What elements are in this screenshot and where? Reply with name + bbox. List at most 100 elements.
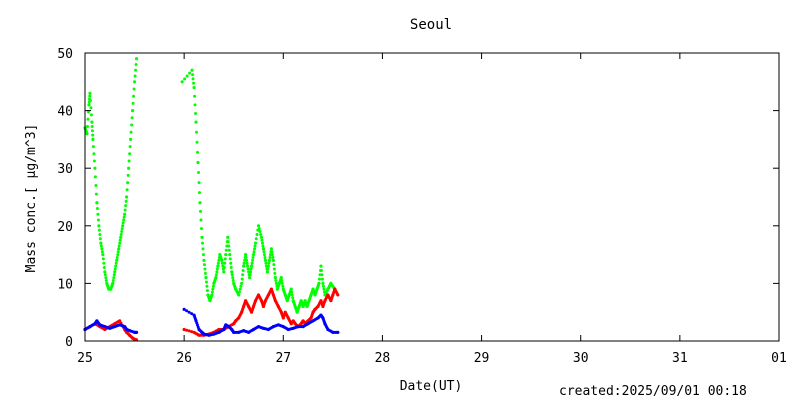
data-point <box>122 215 126 219</box>
data-point <box>198 191 202 195</box>
data-point <box>112 276 116 280</box>
data-point <box>123 212 127 216</box>
data-point <box>127 159 131 163</box>
data-point <box>229 261 233 265</box>
data-point <box>251 258 255 262</box>
data-point <box>99 244 103 248</box>
data-point <box>124 204 128 208</box>
data-point <box>264 261 268 265</box>
series-1 <box>83 287 340 342</box>
data-point <box>85 124 89 128</box>
data-point <box>272 263 276 267</box>
data-point <box>258 230 262 234</box>
data-point <box>97 224 101 228</box>
data-point <box>196 160 200 165</box>
data-point <box>259 232 263 236</box>
data-point <box>317 281 321 285</box>
data-point <box>336 293 340 297</box>
data-point <box>199 227 203 231</box>
data-point <box>252 250 256 254</box>
data-point <box>119 232 123 236</box>
data-point <box>203 267 207 271</box>
data-point <box>220 258 224 262</box>
data-point <box>216 261 220 265</box>
data-point <box>103 273 107 277</box>
data-point <box>274 279 278 283</box>
data-point <box>96 212 100 216</box>
data-point <box>270 253 274 257</box>
data-point <box>133 74 137 78</box>
data-point <box>239 284 243 288</box>
data-point <box>111 279 115 283</box>
data-point <box>263 258 268 262</box>
x-tick-label: 31 <box>672 351 688 366</box>
data-point <box>242 264 246 268</box>
data-point <box>245 264 250 268</box>
data-point <box>319 264 323 268</box>
data-point <box>210 290 214 294</box>
data-point <box>116 250 120 254</box>
data-point <box>230 270 234 274</box>
data-point <box>215 267 219 271</box>
data-point <box>86 117 90 121</box>
data-point <box>97 228 101 232</box>
data-point <box>132 94 136 98</box>
data-point <box>259 235 264 239</box>
data-point <box>241 268 245 272</box>
data-point <box>220 261 224 265</box>
data-point <box>115 255 119 259</box>
data-point <box>280 281 284 285</box>
data-point <box>201 253 205 257</box>
data-point <box>101 253 105 257</box>
data-point <box>320 273 324 277</box>
data-point <box>321 284 325 288</box>
data-point <box>249 267 253 271</box>
series-0 <box>83 57 337 314</box>
data-point <box>92 159 96 163</box>
data-point <box>102 266 106 270</box>
data-point <box>280 279 284 283</box>
data-point <box>227 244 231 248</box>
data-point <box>245 258 249 262</box>
data-point <box>196 150 200 154</box>
data-point <box>201 247 205 251</box>
y-tick-label: 40 <box>57 105 73 120</box>
data-point <box>91 145 95 149</box>
data-point <box>256 224 261 228</box>
data-point <box>120 230 124 234</box>
data-point <box>250 261 254 265</box>
data-point <box>290 290 294 294</box>
data-point <box>180 80 184 84</box>
data-point <box>240 281 244 285</box>
data-point <box>187 310 191 314</box>
data-point <box>268 255 272 259</box>
data-point <box>317 277 321 281</box>
data-point <box>103 270 107 274</box>
data-point <box>202 258 206 262</box>
data-point <box>261 244 265 248</box>
data-point <box>253 247 257 251</box>
data-point <box>279 276 283 280</box>
data-point <box>237 293 241 297</box>
x-axis-label: Date(UT) <box>400 379 463 394</box>
data-point <box>231 279 235 283</box>
data-point <box>93 175 97 179</box>
data-point <box>226 240 230 244</box>
x-tick-label: 25 <box>77 351 93 366</box>
data-point <box>224 253 228 257</box>
data-point <box>262 253 266 257</box>
data-point <box>101 257 105 261</box>
data-point <box>120 227 124 231</box>
data-point <box>113 270 117 274</box>
data-point <box>269 247 273 251</box>
data-point <box>121 224 125 228</box>
data-point <box>195 140 199 144</box>
data-point <box>194 120 198 124</box>
data-point <box>228 253 232 257</box>
data-point <box>102 261 106 265</box>
data-point <box>188 71 192 75</box>
data-point <box>193 94 197 98</box>
data-point <box>193 103 197 107</box>
data-point <box>132 80 137 84</box>
data-point <box>222 270 226 274</box>
